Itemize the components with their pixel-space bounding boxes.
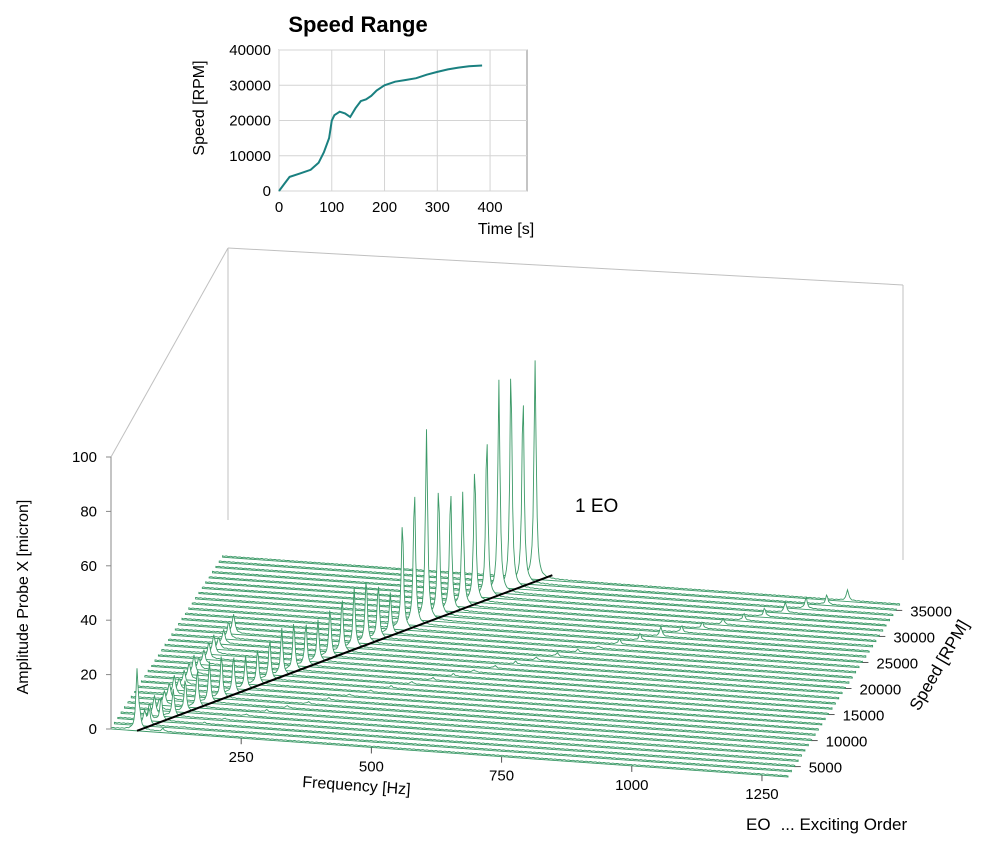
waterfall-slice	[184, 527, 863, 663]
inset-grid	[278, 49, 527, 192]
amplitude-tick-label: 60	[80, 558, 97, 575]
order-line-1eo	[136, 574, 553, 732]
amplitude-tick-label: 40	[80, 612, 97, 629]
speed-tick-label: 15000	[843, 708, 885, 725]
waterfall-slice	[181, 592, 860, 669]
speed-ticks: 5000 10000 15000 20000 25000 30000 35000	[794, 603, 952, 777]
waterfall-slice	[151, 627, 830, 715]
inset-y-tick-label: 10000	[229, 148, 271, 165]
inset-x-tick-label: 200	[372, 199, 397, 216]
frequency-tick-label: 250	[229, 749, 254, 766]
waterfall-slice	[117, 697, 796, 768]
inset-y-tick-label: 40000	[229, 42, 271, 59]
waterfall-slice	[147, 641, 826, 721]
waterfall-slice	[208, 444, 887, 627]
amplitude-tick-label: 0	[89, 721, 97, 738]
waterfall-slice	[222, 360, 901, 606]
waterfall-slice	[127, 671, 806, 752]
amplitude-axis-title: Amplitude Probe X [micron]	[15, 500, 32, 695]
note-abbr: EO	[746, 815, 771, 834]
inset-x-tick-label: 400	[478, 199, 503, 216]
frequency-ticks: 250 500 750 1000 1250	[229, 738, 779, 803]
waterfall-slice	[164, 610, 843, 695]
waterfall-slice	[140, 655, 819, 731]
frequency-tick-label: 500	[359, 758, 384, 775]
waterfall-slice	[171, 586, 850, 684]
amplitude-ticks: 0 20 40 60 80 100	[72, 449, 111, 738]
inset-y-tick-label: 0	[263, 183, 271, 200]
waterfall-slice	[191, 429, 870, 653]
waterfall-slice	[178, 586, 857, 674]
inset-x-ticks: 0 100 200 300 400	[275, 199, 503, 216]
order-line-label: 1 EO	[575, 496, 618, 517]
waterfall-slice	[120, 688, 799, 762]
waterfall-slice	[124, 680, 802, 757]
amplitude-tick-label: 100	[72, 449, 97, 466]
note-text: ... Exciting Order	[780, 815, 908, 834]
inset-x-tick-label: 0	[275, 199, 283, 216]
waterfall-slice	[144, 650, 823, 726]
waterfall-slice	[218, 405, 897, 611]
speed-tick-label: 25000	[876, 655, 918, 672]
waterfall-slice	[215, 378, 894, 617]
waterfall-slice	[212, 379, 890, 622]
waterfall-slice	[195, 492, 874, 648]
amplitude-tick-label: 20	[80, 667, 97, 684]
waterfall-slice	[174, 581, 853, 679]
speed-tick-label: 35000	[910, 603, 952, 620]
inset-x-tick-label: 300	[425, 199, 450, 216]
waterfall-slice	[137, 657, 816, 736]
speed-tick-label: 30000	[893, 629, 935, 646]
frequency-tick-label: 750	[489, 768, 514, 785]
waterfall-slice	[198, 495, 877, 643]
waterfall-slice	[201, 491, 880, 637]
waterfall-slice	[161, 619, 840, 700]
waterfall-slice	[205, 473, 884, 632]
inset-y-tick-label: 30000	[229, 77, 271, 94]
waterfall-slice	[130, 661, 809, 747]
speed-tick-label: 10000	[826, 734, 868, 751]
waterfall-slices	[110, 360, 901, 778]
speed-range-chart: Speed Range 0 100 200 300 400 0 10000 20000 300…	[191, 12, 534, 238]
inset-title: Speed Range	[288, 12, 427, 37]
speed-line	[278, 64, 483, 192]
waterfall-slice	[113, 707, 792, 773]
waterfall-box	[110, 247, 904, 560]
inset-x-tick-label: 100	[319, 199, 344, 216]
frequency-tick-label: 1000	[615, 777, 648, 794]
waterfall-chart: 1 EO 0 20 40 60 80 100 250 500 750 1000 1250 5000…	[15, 247, 973, 803]
frequency-tick-label: 1250	[745, 786, 778, 803]
inset-y-tick-label: 20000	[229, 113, 271, 130]
speed-tick-label: 20000	[860, 682, 902, 699]
amplitude-tick-label: 80	[80, 503, 97, 520]
legend-note: EO ... Exciting Order	[746, 815, 917, 835]
waterfall-slice	[110, 668, 789, 778]
frequency-axis-title: Frequency [Hz]	[302, 774, 411, 799]
waterfall-slice	[188, 496, 867, 658]
inset-x-title: Time [s]	[478, 221, 534, 238]
speed-tick-label: 5000	[809, 760, 842, 777]
inset-y-ticks: 0 10000 20000 30000 40000	[229, 42, 271, 200]
inset-y-title: Speed [RPM]	[191, 60, 208, 155]
waterfall-slice	[134, 656, 813, 742]
